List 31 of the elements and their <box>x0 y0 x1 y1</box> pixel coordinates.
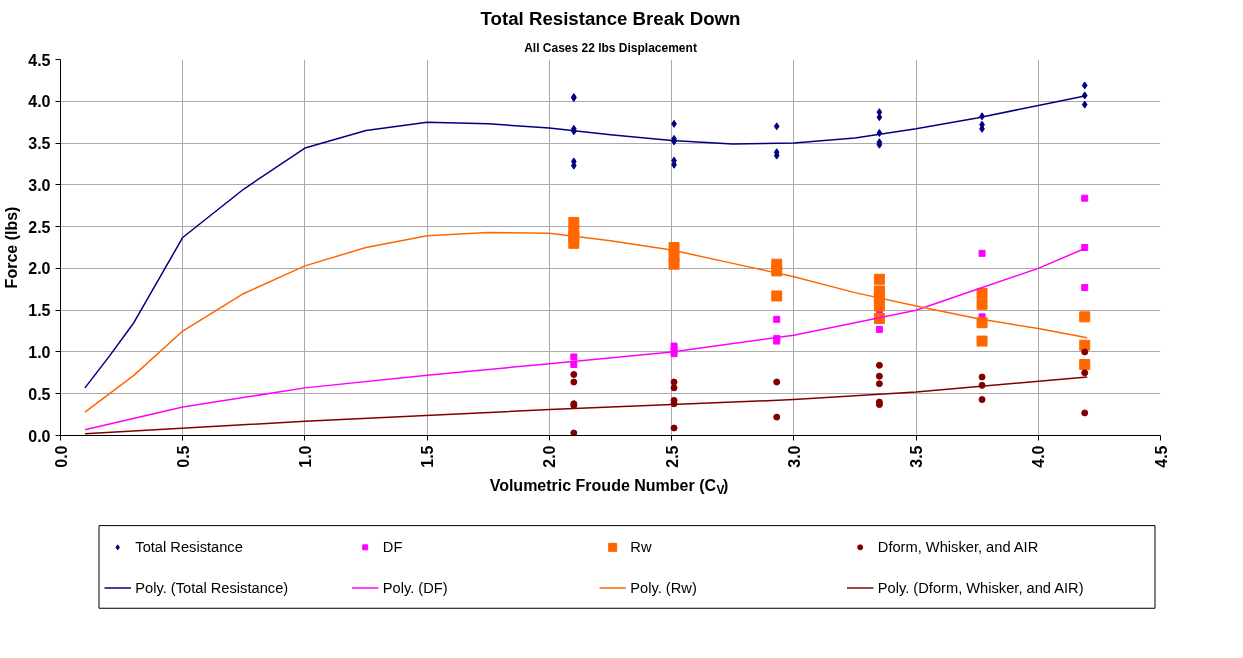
y-tick-label: 4.5 <box>28 51 51 69</box>
y-tick-label: 4.0 <box>28 93 51 111</box>
x-tick-label: 0.0 <box>52 445 70 468</box>
x-tick-label: 2.5 <box>663 445 681 468</box>
y-tick-label: 1.0 <box>28 343 51 361</box>
legend-label: Poly. (Total Resistance) <box>135 579 289 596</box>
y-tick-label: 1.5 <box>28 302 51 320</box>
chart-title: Total Resistance Break Down <box>480 7 741 29</box>
legend-label: Dform, Whisker, and AIR <box>877 539 1039 556</box>
x-tick-label: 3.5 <box>908 445 926 468</box>
legend-label: Total Resistance <box>135 539 243 556</box>
x-tick-label: 3.0 <box>785 445 803 468</box>
legend-label: Poly. (DF) <box>382 579 448 596</box>
y-tick-label: 3.5 <box>28 135 51 153</box>
legend-label: DF <box>382 539 403 556</box>
y-tick-label: 3.0 <box>28 176 51 194</box>
legend-label: Poly. (Rw) <box>630 579 697 596</box>
y-axis-title: Force (lbs) <box>3 206 21 289</box>
y-tick-label: 0.5 <box>28 385 51 403</box>
y-tick-label: 0.0 <box>28 427 51 445</box>
chart-subtitle: All Cases 22 lbs Displacement <box>524 40 697 55</box>
legend-label: Rw <box>630 539 652 556</box>
x-tick-label: 1.0 <box>296 445 314 468</box>
legend-label: Poly. (Dform, Whisker, and AIR) <box>877 579 1084 596</box>
x-tick-label: 4.5 <box>1152 445 1170 468</box>
x-tick-label: 0.5 <box>174 445 192 468</box>
y-tick-label: 2.5 <box>28 218 51 236</box>
x-tick-label: 2.0 <box>541 445 559 468</box>
y-tick-label: 2.0 <box>28 260 51 278</box>
x-tick-label: 1.5 <box>419 445 437 468</box>
x-tick-label: 4.0 <box>1030 445 1048 468</box>
